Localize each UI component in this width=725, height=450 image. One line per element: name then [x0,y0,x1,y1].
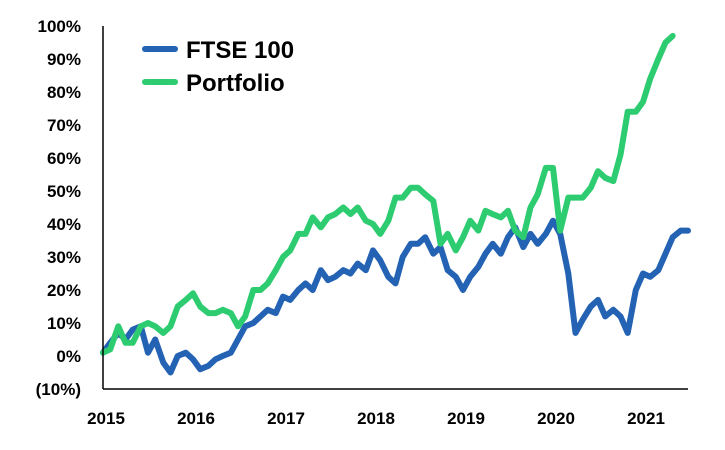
x-tick-label: 2021 [627,409,665,428]
ticks-layer: (10%) 0% 10% 20% 30% 40% 50% 60% 70% 80% 90% 100% 20… [36,17,665,428]
x-tick-label: 2019 [447,409,485,428]
y-tick-label: 50% [47,182,81,201]
legend-label-ftse-100: FTSE 100 [186,37,294,64]
x-tick-label: 2015 [87,409,125,428]
x-tick-label: 2016 [177,409,215,428]
legend-label-portfolio: Portfolio [186,70,285,97]
y-tick-label: 10% [47,314,81,333]
y-tick-label: 0% [56,347,81,366]
y-tick-label: 60% [47,149,81,168]
y-tick-label: 40% [47,215,81,234]
y-tick-label: 70% [47,116,81,135]
y-tick-label: 80% [47,83,81,102]
y-tick-label: 90% [47,50,81,69]
series-layer [100,32,691,376]
axes-layer [102,26,688,390]
x-tick-label: 2017 [267,409,305,428]
series-line-ftse-100 [100,217,691,376]
y-tick-label: 100% [38,17,81,36]
series-line-portfolio [100,32,676,356]
y-tick-label: 20% [47,281,81,300]
y-tick-label: 30% [47,248,81,267]
legend: FTSE 100 Portfolio [142,37,294,97]
y-tick-label: (10%) [36,380,81,399]
x-tick-label: 2020 [537,409,575,428]
x-tick-label: 2018 [357,409,395,428]
